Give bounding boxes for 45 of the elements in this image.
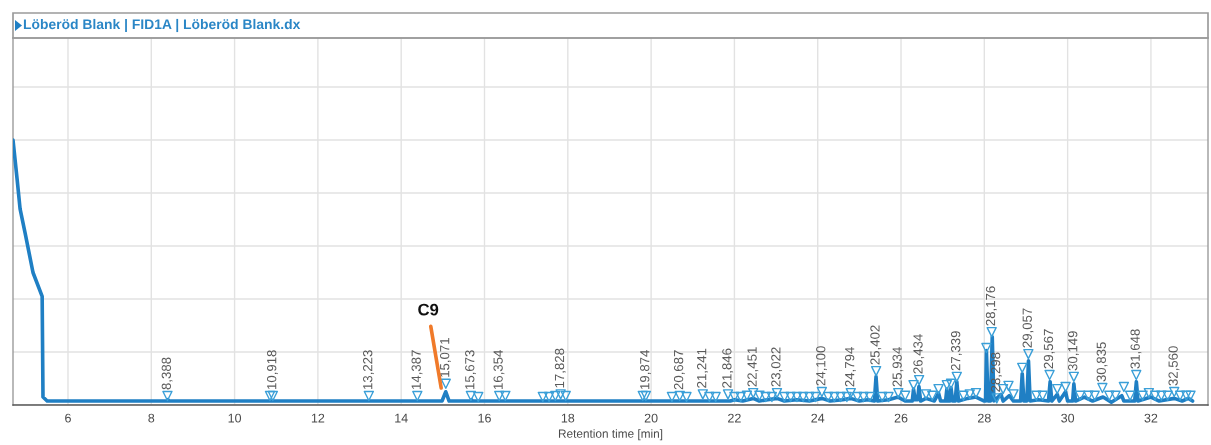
x-tick-label: 22 <box>728 413 741 423</box>
annotation: 31,648 <box>1130 329 1142 369</box>
annotation: 29,567 <box>1043 329 1055 369</box>
x-tick-label: 16 <box>478 413 491 423</box>
x-tick-label: 30 <box>1061 413 1075 423</box>
annotation: 30,149 <box>1068 331 1079 371</box>
annotation: 30,835 <box>1096 342 1108 382</box>
x-axis-title: Retention time [min] <box>558 429 663 441</box>
x-tick-label: 14 <box>395 413 408 423</box>
x-tick-label: 8 <box>148 413 155 423</box>
annotation: 27,339 <box>950 331 962 371</box>
annotation: 28,176 <box>985 286 997 326</box>
annotation: 21,241 <box>697 348 708 388</box>
x-tick-label: 24 <box>811 413 825 423</box>
x-tick-label: 20 <box>644 413 658 423</box>
annotation: 10,918 <box>267 350 278 389</box>
annotation: 32,560 <box>1168 346 1180 386</box>
annotation: 25,934 <box>892 347 904 387</box>
annotation: 22,451 <box>747 347 759 387</box>
annotation: 21,846 <box>722 348 734 388</box>
annotation: 25,402 <box>870 325 882 365</box>
annotation: 17,828 <box>554 348 566 388</box>
annotation: 15,673 <box>465 350 476 389</box>
annotation: 13,223 <box>363 350 374 389</box>
x-tick-label: 6 <box>65 413 71 423</box>
x-tick-label: 18 <box>561 413 575 423</box>
annotation: 24,100 <box>816 346 827 386</box>
x-tick-label: 26 <box>894 413 908 423</box>
annotation: 26,434 <box>913 334 925 374</box>
x-tick-label: 32 <box>1144 413 1158 423</box>
annotation: 29,057 <box>1022 308 1034 348</box>
annotation: 16,354 <box>493 350 505 389</box>
annotation: 28,298 <box>990 352 1002 392</box>
x-tick-label: 12 <box>311 413 325 423</box>
annotation: 23,022 <box>771 347 783 387</box>
chart-title: Löberöd Blank | FID1A | Löberöd Blank.dx <box>23 18 301 33</box>
annotation: 19,874 <box>640 350 651 389</box>
annotation: 8,388 <box>161 357 173 390</box>
annotation: 20,687 <box>673 350 685 390</box>
annotation: 14,387 <box>411 350 423 389</box>
x-tick-label: 28 <box>978 413 991 423</box>
annotation: C9 <box>418 303 439 316</box>
x-tick-label: 10 <box>228 413 242 423</box>
annotation: 24,794 <box>844 347 856 387</box>
annotation: 15,071 <box>440 338 451 377</box>
